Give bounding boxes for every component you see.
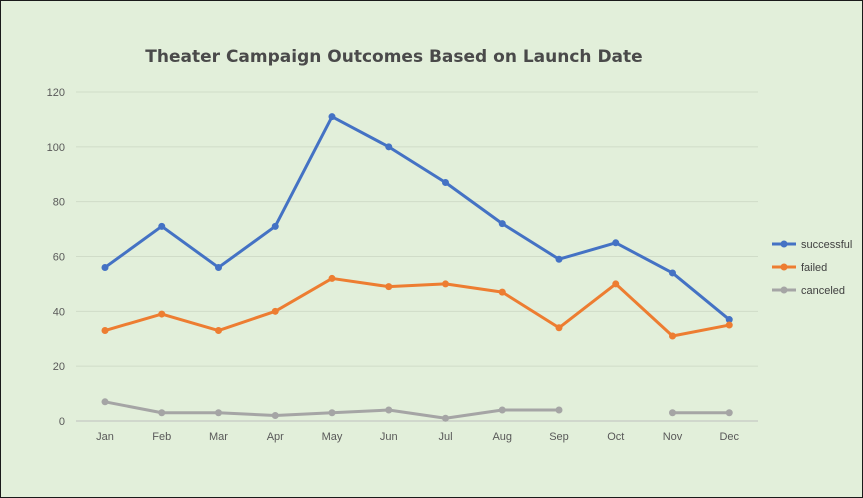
data-point-failed: [555, 324, 563, 332]
data-point-canceled: [215, 409, 222, 417]
legend-label-failed: failed: [801, 262, 827, 274]
data-point-successful: [669, 269, 676, 277]
legend-label-canceled: canceled: [801, 285, 845, 297]
data-point-successful: [442, 178, 449, 186]
y-tick-label: 0: [59, 416, 65, 428]
x-tick-label: Oct: [607, 431, 624, 443]
y-tick-label: 20: [53, 361, 65, 373]
data-point-successful: [328, 113, 336, 121]
data-point-failed: [669, 332, 676, 340]
data-point-failed: [385, 283, 393, 291]
data-point-successful: [612, 239, 620, 247]
x-tick-label: Jun: [380, 431, 398, 443]
data-point-failed: [442, 280, 449, 288]
y-tick-label: 60: [53, 252, 65, 264]
series-line-successful: [103, 115, 731, 322]
data-point-successful: [498, 220, 506, 228]
x-tick-label: Sep: [549, 431, 569, 443]
data-point-successful: [101, 263, 109, 271]
x-tick-label: Feb: [152, 431, 171, 443]
data-point-failed: [271, 307, 279, 315]
data-point-canceled: [498, 406, 506, 414]
series-line-failed: [103, 276, 731, 338]
data-point-canceled: [158, 409, 166, 417]
x-tick-label: May: [322, 431, 343, 443]
data-point-failed: [498, 288, 506, 296]
data-point-canceled: [101, 398, 109, 406]
data-point-failed: [725, 321, 733, 329]
legend-marker-successful: [780, 240, 788, 248]
data-point-canceled: [385, 406, 393, 414]
data-point-failed: [158, 310, 166, 318]
y-tick-label: 80: [53, 197, 65, 209]
data-point-canceled: [669, 409, 676, 417]
x-tick-label: Jan: [96, 431, 114, 443]
data-point-failed: [215, 327, 222, 335]
data-point-successful: [215, 263, 222, 271]
data-point-failed: [328, 274, 336, 282]
data-point-successful: [271, 222, 279, 230]
data-point-successful: [385, 143, 393, 151]
y-tick-label: 100: [47, 142, 65, 154]
y-tick-label: 40: [53, 306, 65, 318]
y-tick-label: 120: [47, 87, 65, 99]
x-tick-label: Aug: [492, 431, 512, 443]
data-point-failed: [612, 280, 620, 288]
data-point-canceled: [442, 414, 449, 422]
x-tick-label: Nov: [663, 431, 683, 443]
legend-marker-canceled: [780, 286, 788, 294]
data-point-canceled: [725, 409, 733, 417]
chart-title: Theater Campaign Outcomes Based on Launc…: [145, 47, 643, 67]
legend-label-successful: successful: [801, 239, 852, 251]
data-point-successful: [158, 222, 166, 230]
x-tick-label: Apr: [267, 431, 284, 443]
data-point-successful: [725, 316, 733, 324]
data-point-successful: [555, 255, 563, 263]
x-tick-label: Jul: [438, 431, 452, 443]
data-point-failed: [101, 327, 109, 335]
x-tick-label: Dec: [719, 431, 739, 443]
legend-marker-failed: [780, 263, 788, 271]
x-tick-label: Mar: [209, 431, 228, 443]
data-point-canceled: [555, 406, 563, 414]
data-point-canceled: [271, 412, 279, 420]
data-point-canceled: [328, 409, 336, 417]
